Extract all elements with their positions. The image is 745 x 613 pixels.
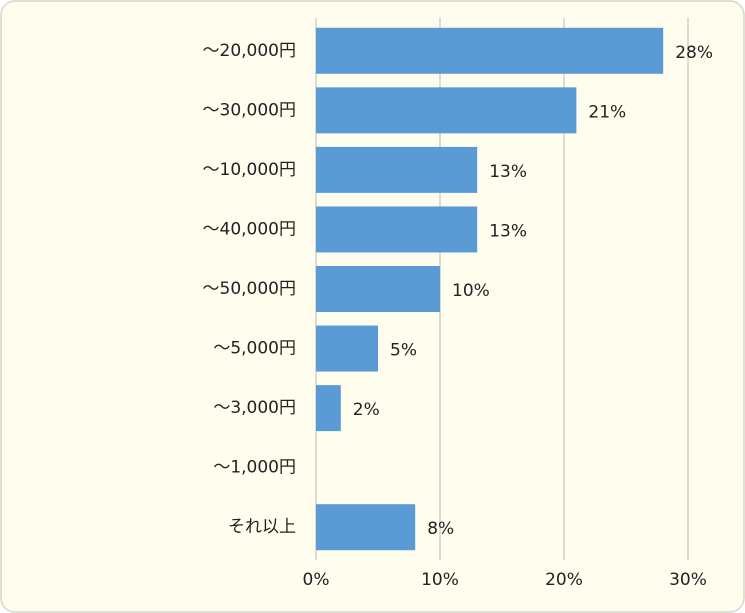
x-tick-label: 20% — [545, 570, 583, 590]
y-tick-label: ～3,000円 — [213, 398, 296, 418]
y-tick-label: ～5,000円 — [213, 339, 296, 359]
data-label: 13% — [489, 162, 527, 182]
y-tick-label: ～30,000円 — [203, 100, 296, 120]
data-label: 28% — [675, 43, 713, 63]
data-label: 2% — [353, 400, 380, 420]
bar — [316, 325, 378, 372]
y-tick-label: ～1,000円 — [213, 458, 296, 478]
x-tick-label: 0% — [303, 570, 330, 590]
y-tick-label: ～40,000円 — [203, 219, 296, 239]
y-tick-label: それ以上 — [228, 517, 296, 537]
bar — [316, 87, 577, 134]
x-tick-label: 30% — [669, 570, 707, 590]
x-tick-label: 10% — [421, 570, 459, 590]
y-tick-label: ～10,000円 — [203, 160, 296, 180]
data-label: 10% — [452, 281, 490, 301]
bar — [316, 27, 664, 74]
data-label: 13% — [489, 221, 527, 241]
data-label: 5% — [390, 341, 417, 361]
bar — [316, 504, 416, 551]
bar — [316, 266, 440, 312]
bar — [316, 206, 478, 253]
bar — [316, 146, 478, 193]
y-tick-label: ～20,000円 — [203, 41, 296, 61]
data-label: 21% — [588, 102, 626, 122]
data-label: 8% — [427, 519, 454, 539]
y-tick-label: ～50,000円 — [203, 279, 296, 299]
bar — [316, 385, 341, 432]
